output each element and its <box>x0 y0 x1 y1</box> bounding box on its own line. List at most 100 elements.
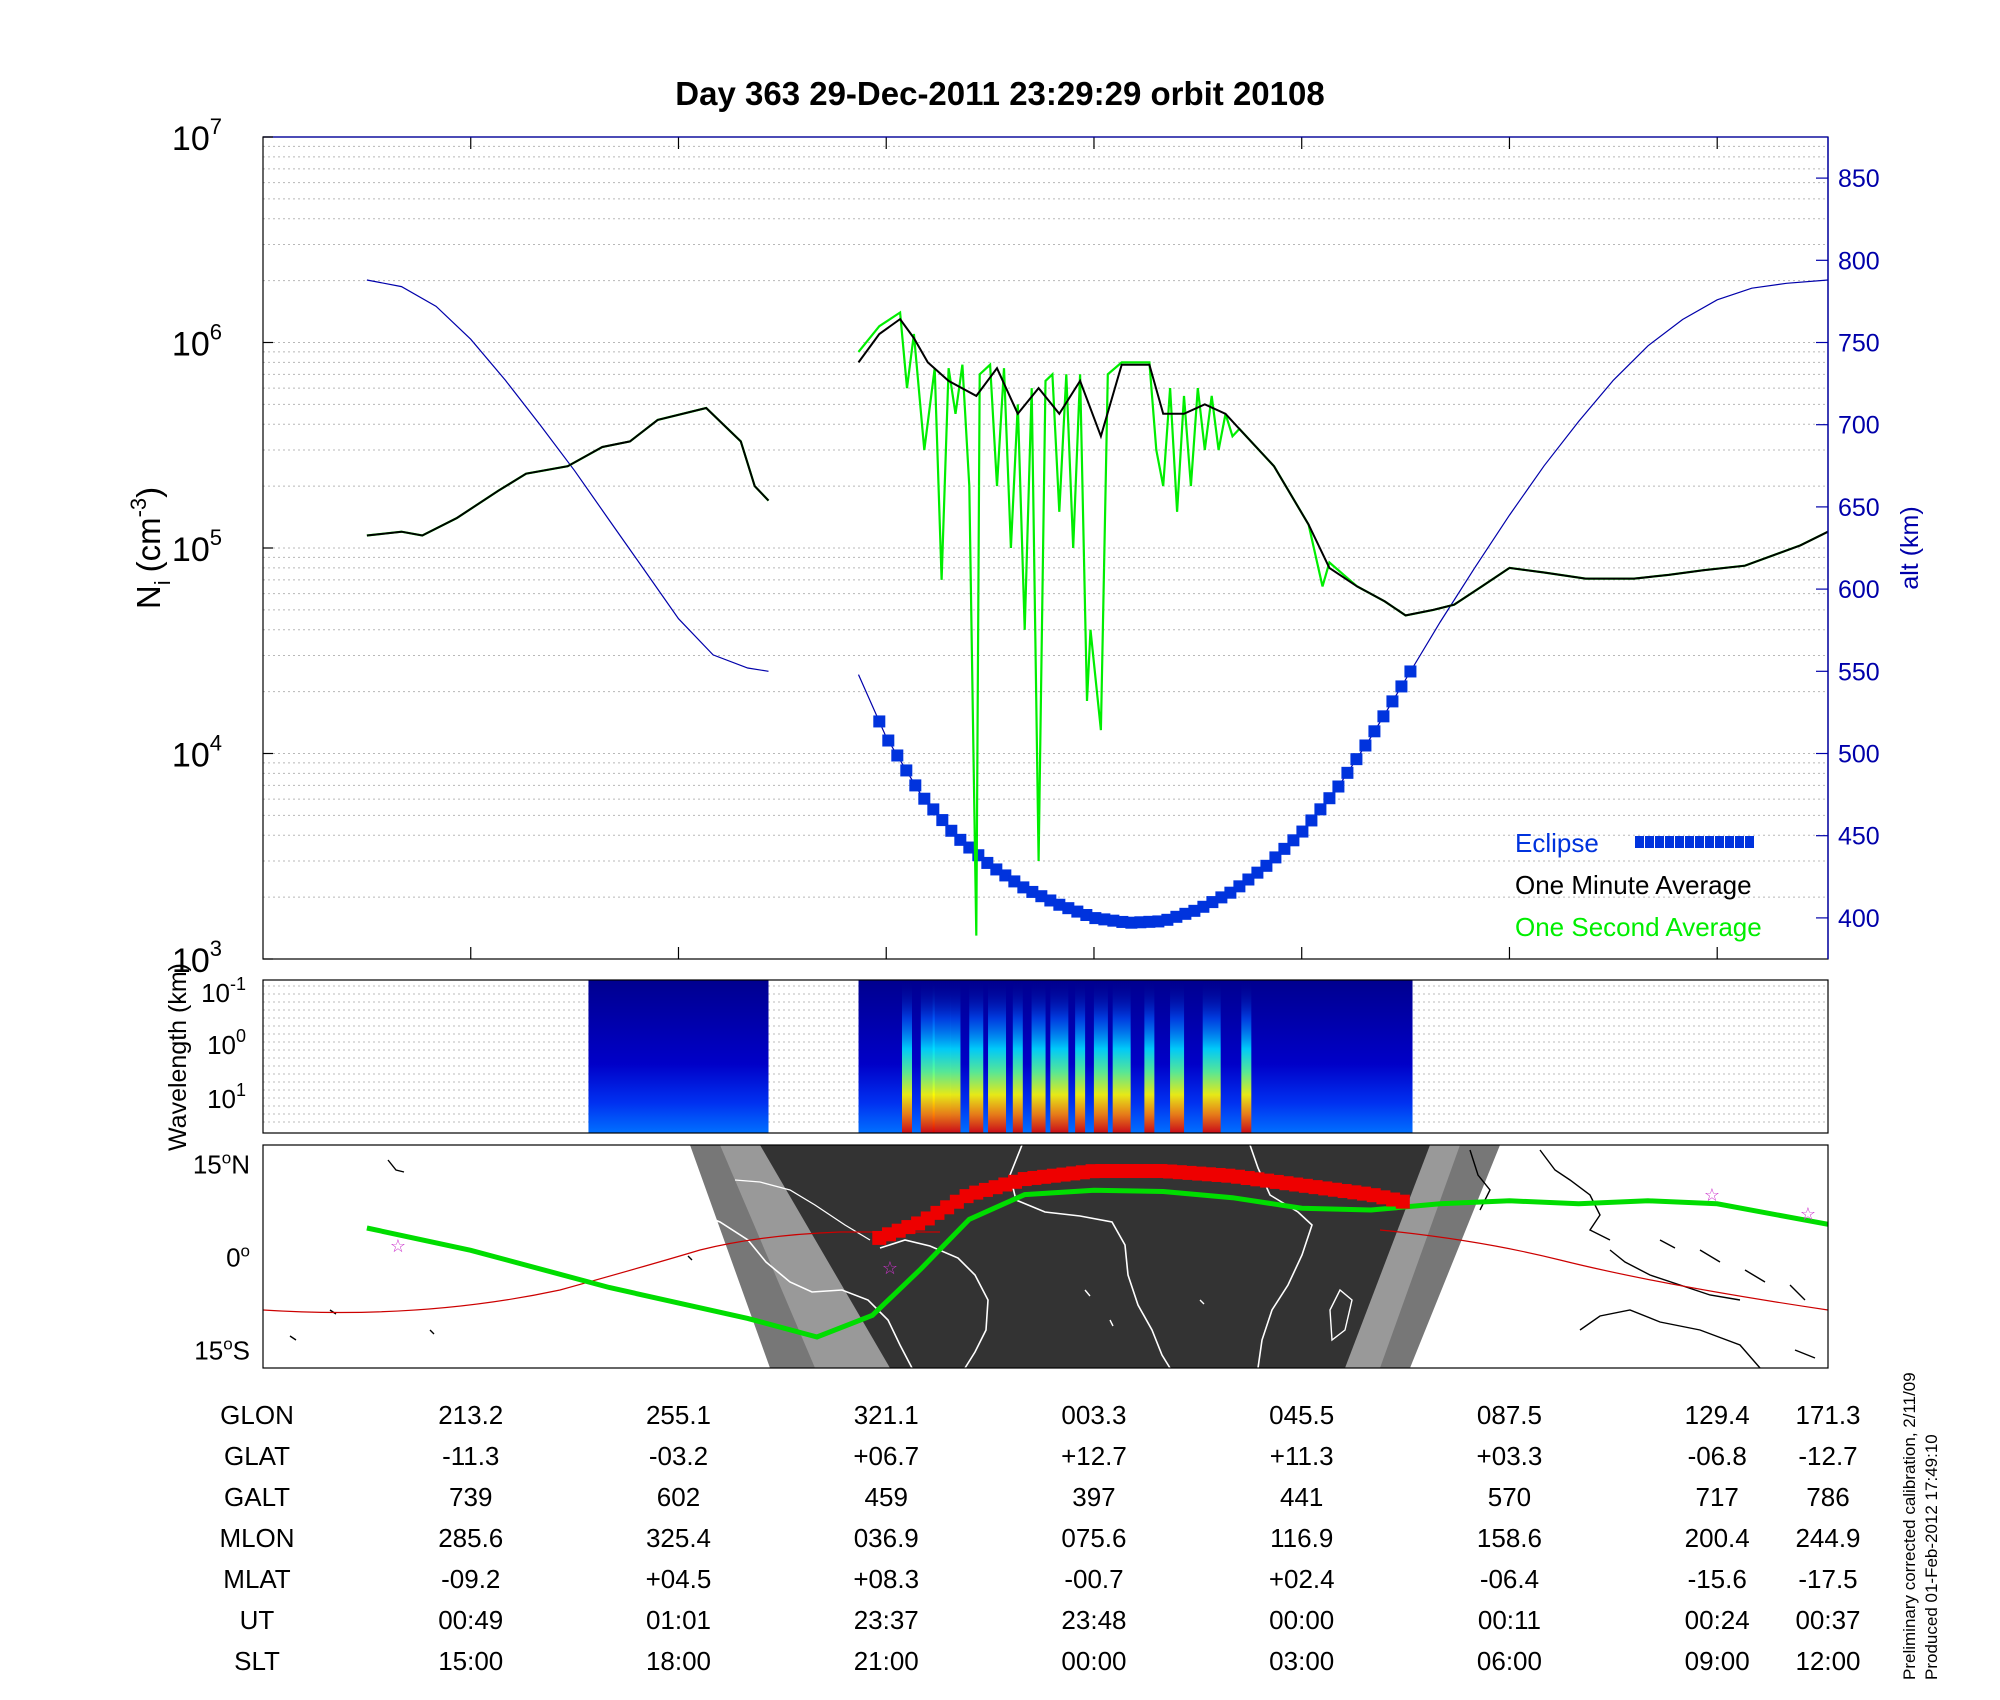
eclipse-marker <box>891 749 904 762</box>
legend-eclipse-square <box>1635 836 1644 848</box>
eclipse-marker <box>1323 792 1336 805</box>
table-cell: 459 <box>865 1482 908 1512</box>
table-cell: 15:00 <box>438 1646 503 1676</box>
spectrogram-streak <box>1093 980 1108 1133</box>
star-marker-icon: ☆ <box>1800 1204 1816 1224</box>
tick-base: 10 <box>172 326 210 364</box>
eclipse-marker <box>1071 905 1084 918</box>
density-y-tick-label: 105 <box>172 525 222 569</box>
eclipse-marker <box>1305 814 1318 827</box>
density-y-axis-label: Ni (cm-3) <box>126 487 175 609</box>
southeast-asia-coast <box>1539 1149 1611 1241</box>
density-vertical-gridlines <box>470 137 1718 959</box>
spectrogram-streak <box>1012 980 1023 1133</box>
table-cell: 00:37 <box>1795 1605 1860 1635</box>
tick-base: 10 <box>172 737 210 775</box>
table-row-label: UT <box>240 1605 275 1635</box>
eclipse-marker <box>1017 881 1030 894</box>
legend-eclipse-square <box>1655 836 1664 848</box>
density-y-tick-label: 107 <box>172 114 222 158</box>
ylabel-unit-close: ) <box>130 487 167 498</box>
australia-coast <box>1579 1309 1761 1368</box>
spectrogram-streak <box>988 980 1007 1133</box>
spectrogram-block <box>588 980 769 1133</box>
table-cell: 786 <box>1806 1482 1849 1512</box>
table-row-label: GLON <box>220 1400 294 1430</box>
latitude-tick-label: 15oS <box>194 1334 250 1365</box>
produced-note: Produced 01-Feb-2012 17:49:10 <box>1922 1434 1941 1680</box>
ylabel-n: N <box>130 585 167 609</box>
spectrogram <box>588 980 1413 1133</box>
spectrogram-streak <box>902 980 913 1133</box>
magnetic-equator-west <box>263 1231 940 1314</box>
table-cell: 129.4 <box>1685 1400 1750 1430</box>
table-cell: 21:00 <box>854 1646 919 1676</box>
latitude-number: 0 <box>226 1243 240 1273</box>
map-axes-frame <box>262 1144 1829 1369</box>
ephemeris-table: GLON GLAT GALT MLON MLAT UT SLT 213.2 -11.3 739 28… <box>219 1400 1860 1676</box>
legend-eclipse-swatch <box>1635 836 1754 848</box>
table-cell: 087.5 <box>1477 1400 1542 1430</box>
table-cell: 285.6 <box>438 1523 503 1553</box>
table-cell: +06.7 <box>853 1441 919 1471</box>
eclipse-marker <box>1116 915 1129 928</box>
legend-eclipse-square <box>1745 836 1754 848</box>
table-cell: 244.9 <box>1795 1523 1860 1553</box>
legend-eclipse-square <box>1685 836 1694 848</box>
table-row-label: GLAT <box>224 1441 290 1471</box>
spectrogram-streak <box>932 980 951 1133</box>
eclipse-marker <box>1359 739 1372 752</box>
eclipse-marker <box>909 779 922 792</box>
eclipse-marker <box>918 792 931 805</box>
one-minute-average-segment <box>366 406 770 537</box>
calibration-note: Preliminary corrected calibration, 2/11/… <box>1900 1372 1919 1680</box>
eclipse-marker <box>1242 873 1255 886</box>
eclipse-marker <box>1197 900 1210 913</box>
altitude-tick-label: 450 <box>1838 823 1880 851</box>
indonesia-coast <box>1609 1249 1741 1301</box>
caribbean-coast <box>734 1179 871 1241</box>
tick-exponent: -1 <box>230 974 246 994</box>
one-minute-average-segment <box>857 317 1829 617</box>
eclipse-marker <box>1350 753 1363 766</box>
eclipse-marker <box>1377 710 1390 723</box>
tick-exponent: 6 <box>210 320 222 345</box>
spectrogram-streak <box>1050 980 1069 1133</box>
degree-symbol: o <box>223 1334 232 1353</box>
eclipse-markers <box>873 665 1417 929</box>
africa-coast-west <box>1009 1145 1171 1368</box>
south-america-coast-east <box>879 1239 989 1368</box>
eclipse-marker <box>999 869 1012 882</box>
eclipse-marker <box>1233 880 1246 893</box>
tick-base: 10 <box>172 531 210 569</box>
table-cell: -03.2 <box>649 1441 708 1471</box>
magnetic-equator-east <box>1379 1229 1828 1311</box>
wavelength-gridlines <box>263 985 1828 1123</box>
table-cell: 00:11 <box>1478 1605 1541 1635</box>
eclipse-marker <box>990 863 1003 876</box>
wavelength-y-tick-label: 101 <box>207 1080 246 1114</box>
table-cell: 003.3 <box>1061 1400 1126 1430</box>
table-cell: 01:01 <box>646 1605 711 1635</box>
altitude-line <box>366 279 769 672</box>
eclipse-marker <box>1404 665 1417 678</box>
table-cell: 158.6 <box>1477 1523 1542 1553</box>
spectrogram-streak <box>1112 980 1131 1133</box>
eclipse-marker <box>1224 886 1237 899</box>
eclipse-marker <box>1278 842 1291 855</box>
legend-second-label: One Second Average <box>1515 912 1762 942</box>
density-y-tick-label: 103 <box>172 936 222 980</box>
altitude-tick-label: 700 <box>1838 412 1880 440</box>
table-cell: +03.3 <box>1477 1441 1543 1471</box>
altitude-tick-label: 600 <box>1838 576 1880 604</box>
eclipse-marker <box>1026 885 1039 898</box>
table-cell: 06:00 <box>1477 1646 1542 1676</box>
wavelength-y-tick-label: 100 <box>207 1026 246 1060</box>
eclipse-marker <box>1080 909 1093 922</box>
star-marker-icon: ☆ <box>1704 1185 1720 1205</box>
table-cell: 116.9 <box>1270 1523 1333 1553</box>
